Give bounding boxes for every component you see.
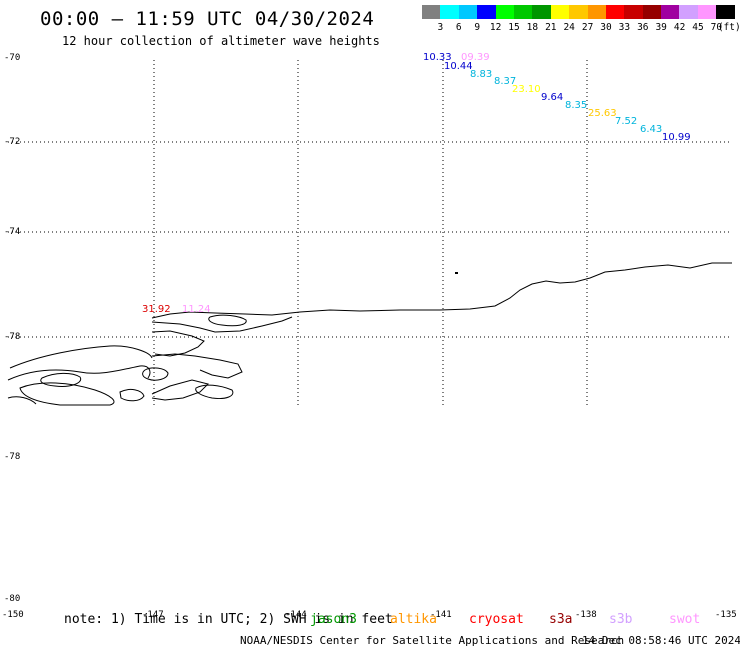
ice-rise-outline bbox=[142, 367, 169, 381]
color-swatch bbox=[587, 5, 606, 19]
y-tick-label: -78 bbox=[4, 452, 20, 462]
ice-rise-outline bbox=[151, 316, 293, 333]
ice-rise-outline bbox=[151, 330, 205, 357]
x-tick-label: -135 bbox=[715, 610, 737, 620]
legend-item: s3a bbox=[549, 612, 573, 627]
y-tick-label: -74 bbox=[4, 227, 20, 237]
ice-rise-outline bbox=[19, 382, 115, 406]
ice-rise-outline bbox=[7, 396, 37, 405]
color-scale-bar bbox=[422, 5, 735, 19]
color-scale-label: 3 bbox=[437, 22, 444, 33]
color-swatch bbox=[440, 5, 459, 19]
color-swatch bbox=[697, 5, 717, 19]
color-swatch bbox=[477, 5, 496, 19]
x-tick-label: -147 bbox=[142, 610, 164, 620]
color-swatch bbox=[422, 5, 441, 19]
wave-height-label: 25.63 bbox=[588, 108, 617, 119]
wave-height-label: 10.99 bbox=[662, 132, 691, 143]
y-tick-label: -72 bbox=[4, 137, 20, 147]
color-scale-label: 6 bbox=[455, 22, 462, 33]
ice-rise-outline bbox=[151, 353, 243, 379]
ice-rise-outline bbox=[195, 384, 234, 399]
map-subtitle: 12 hour collection of altimeter wave hei… bbox=[62, 34, 380, 48]
wave-height-observations: 10.33 09.39 10.44 8.83 8.37 23.10 9.64 8… bbox=[142, 52, 691, 315]
ice-rise-outline bbox=[7, 365, 151, 381]
color-swatch bbox=[569, 5, 588, 19]
footer-note: note: 1) Time is in UTC; 2) SWH is in fe… bbox=[64, 612, 393, 627]
x-tick-label: -144 bbox=[285, 610, 307, 620]
legend-item: swot bbox=[669, 612, 701, 627]
color-swatch bbox=[495, 5, 514, 19]
color-swatch bbox=[513, 5, 533, 19]
color-swatch bbox=[605, 5, 625, 19]
color-scale-label: 39 bbox=[655, 22, 667, 33]
color-scale-label: 12 bbox=[489, 22, 502, 33]
wave-height-label: 31.92 bbox=[142, 304, 171, 315]
color-swatch bbox=[679, 5, 698, 19]
ice-rise-outline bbox=[9, 345, 153, 369]
map-title: 00:00 – 11:59 UTC 04/30/2024 bbox=[40, 8, 375, 30]
color-scale-label: 70 bbox=[710, 22, 723, 33]
color-scale-label: 42 bbox=[673, 22, 686, 33]
wave-height-label: 7.52 bbox=[615, 116, 637, 127]
color-scale-label: 21 bbox=[545, 22, 557, 33]
ice-shelf-edge bbox=[151, 262, 732, 319]
color-scale-labels: 3 6 9 12 15 18 21 24 27 30 33 36 39 42 45 70 (ft) bbox=[422, 22, 740, 36]
color-swatch bbox=[642, 5, 662, 19]
wave-height-label: 8.37 bbox=[494, 76, 516, 87]
color-swatch bbox=[661, 5, 680, 19]
color-scale-label: 30 bbox=[600, 22, 612, 33]
wave-height-label: 8.35 bbox=[565, 100, 587, 111]
color-swatch bbox=[624, 5, 643, 19]
coastline bbox=[7, 262, 732, 406]
wave-height-label: 8.83 bbox=[470, 69, 492, 80]
wave-height-label: 9.64 bbox=[541, 92, 563, 103]
wave-height-label: 6.43 bbox=[640, 124, 662, 135]
color-scale-label: 24 bbox=[563, 22, 575, 33]
color-scale-label: 15 bbox=[508, 22, 520, 33]
color-scale-label: 27 bbox=[581, 22, 594, 33]
ice-rise-outline bbox=[208, 314, 247, 327]
color-scale-unit: (ft) bbox=[717, 22, 740, 33]
legend-item: altika bbox=[390, 612, 437, 627]
x-tick-label: -141 bbox=[430, 610, 452, 620]
color-swatch bbox=[458, 5, 478, 19]
color-scale-label: 33 bbox=[618, 22, 631, 33]
footer-credit: NOAA/NESDIS Center for Satellite Applica… bbox=[240, 634, 625, 647]
y-tick-label: -70 bbox=[4, 53, 20, 63]
legend-item: cryosat bbox=[469, 612, 524, 627]
footer-timestamp: 14 Dec 08:58:46 UTC 2024 bbox=[582, 634, 740, 647]
ice-rise-outline bbox=[151, 379, 209, 401]
wave-height-label: 23.10 bbox=[512, 84, 541, 95]
wave-height-label: 10.44 bbox=[444, 61, 473, 72]
x-tick-label: -138 bbox=[575, 610, 597, 620]
wave-height-label: 09.39 bbox=[461, 52, 490, 63]
y-tick-label: -80 bbox=[4, 594, 20, 604]
ice-rise-outline bbox=[40, 372, 82, 387]
color-swatch bbox=[532, 5, 551, 19]
legend-item: s3b bbox=[609, 612, 633, 627]
color-scale-label: 18 bbox=[526, 22, 539, 33]
ice-rise-outline bbox=[119, 388, 145, 402]
y-tick-label: -78 bbox=[4, 332, 20, 342]
small-island-marker bbox=[455, 272, 458, 274]
color-scale-label: 45 bbox=[692, 22, 704, 33]
wave-height-label: 10.33 bbox=[423, 52, 452, 63]
legend-item: jason3 bbox=[310, 612, 357, 627]
color-swatch bbox=[550, 5, 570, 19]
graticule bbox=[8, 60, 732, 405]
color-scale-label: 36 bbox=[637, 22, 649, 33]
color-scale-label: 9 bbox=[474, 22, 481, 33]
color-swatch bbox=[716, 5, 735, 19]
x-tick-label: -150 bbox=[2, 610, 24, 620]
wave-height-label: 11.24 bbox=[182, 304, 211, 315]
